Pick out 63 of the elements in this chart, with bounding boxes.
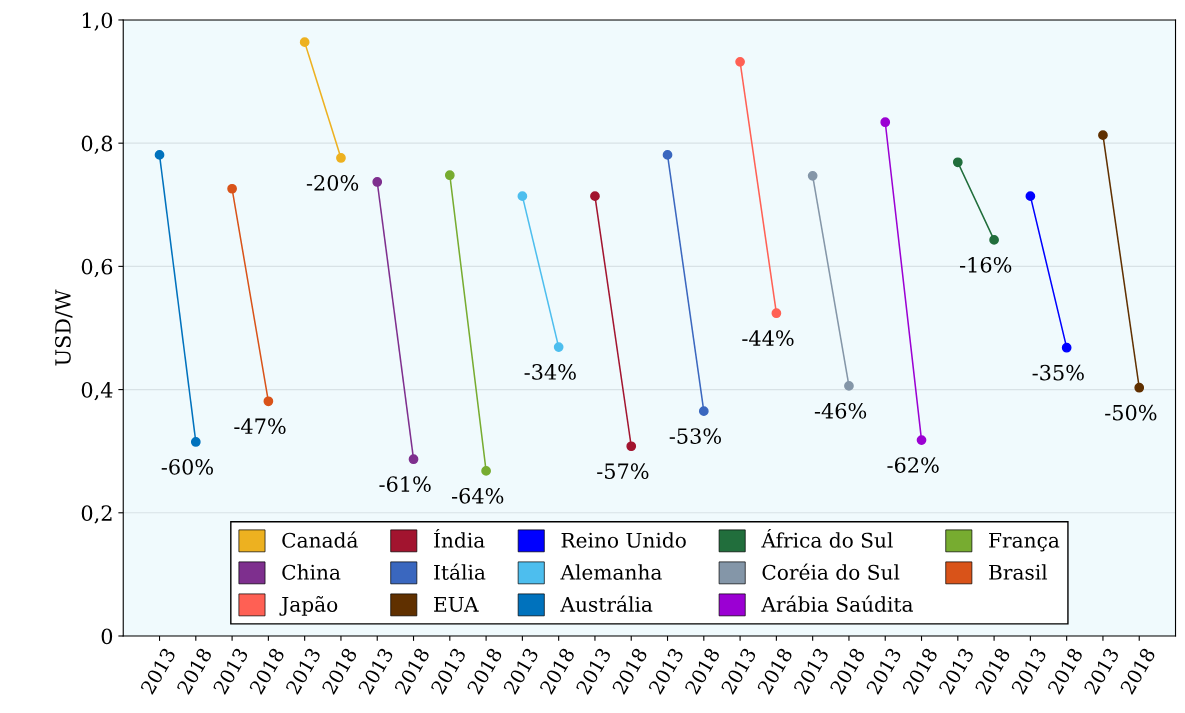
legend-label: Arábia Saúdita: [761, 595, 913, 612]
point: [807, 170, 818, 181]
point: [1025, 191, 1036, 202]
point: [444, 170, 455, 181]
annotation: -46%: [814, 402, 867, 419]
annotation: -57%: [597, 463, 649, 480]
point: [916, 435, 927, 445]
annotation: -20%: [306, 174, 359, 191]
point: [336, 153, 346, 163]
point: [190, 437, 201, 447]
point: [698, 406, 709, 417]
point: [154, 150, 165, 160]
point: [481, 466, 491, 476]
legend-label: Japão: [279, 595, 338, 616]
legend-label: EUA: [434, 596, 479, 612]
point: [1061, 342, 1072, 353]
point: [553, 342, 564, 352]
annotation: -16%: [960, 256, 1012, 273]
point: [299, 37, 310, 48]
y-axis-title: USD/W: [55, 289, 73, 366]
point: [408, 454, 419, 465]
point: [735, 56, 745, 67]
legend-label: Itália: [434, 563, 486, 580]
legend-label: Coréia do Sul: [762, 563, 900, 580]
point: [771, 308, 782, 319]
point: [989, 235, 999, 245]
legend-label: Índia: [434, 528, 485, 548]
y-tick-label: 0: [101, 628, 113, 645]
point: [1134, 382, 1145, 393]
legend-label: França: [989, 532, 1060, 552]
legend-label: África do Sul: [761, 528, 893, 548]
point: [662, 150, 673, 160]
legend-label: Alemanha: [560, 564, 662, 580]
annotation: -61%: [379, 476, 431, 492]
legend-label: China: [282, 564, 341, 580]
annotation: -53%: [669, 428, 721, 444]
annotation: -62%: [887, 457, 939, 473]
point: [263, 396, 274, 407]
legend-label: Brasil: [989, 564, 1048, 580]
y-tick-label: 0,6: [81, 258, 113, 278]
point: [1098, 130, 1108, 141]
y-tick-label: 0,8: [81, 135, 113, 154]
y-tick-label: 0,4: [81, 382, 113, 401]
point: [227, 183, 237, 194]
y-tick-label: 1,0: [82, 12, 113, 31]
annotation: -34%: [524, 364, 576, 380]
point: [880, 117, 891, 128]
annotation: -60%: [161, 458, 213, 475]
annotation: -35%: [1032, 364, 1084, 381]
legend-label: Canadá: [282, 531, 358, 548]
legend-label: Reino Unido: [561, 532, 686, 548]
point: [372, 177, 383, 187]
annotation: -47%: [234, 418, 286, 435]
point: [626, 441, 637, 452]
legend-label: Austrália: [560, 595, 653, 612]
annotation: -44%: [742, 330, 794, 346]
annotation: -64%: [452, 487, 504, 504]
annotation: -50%: [1105, 404, 1157, 421]
point: [952, 157, 963, 168]
point: [590, 191, 600, 202]
point: [517, 191, 528, 202]
y-tick-label: 0,2: [81, 505, 112, 524]
point: [844, 381, 854, 391]
